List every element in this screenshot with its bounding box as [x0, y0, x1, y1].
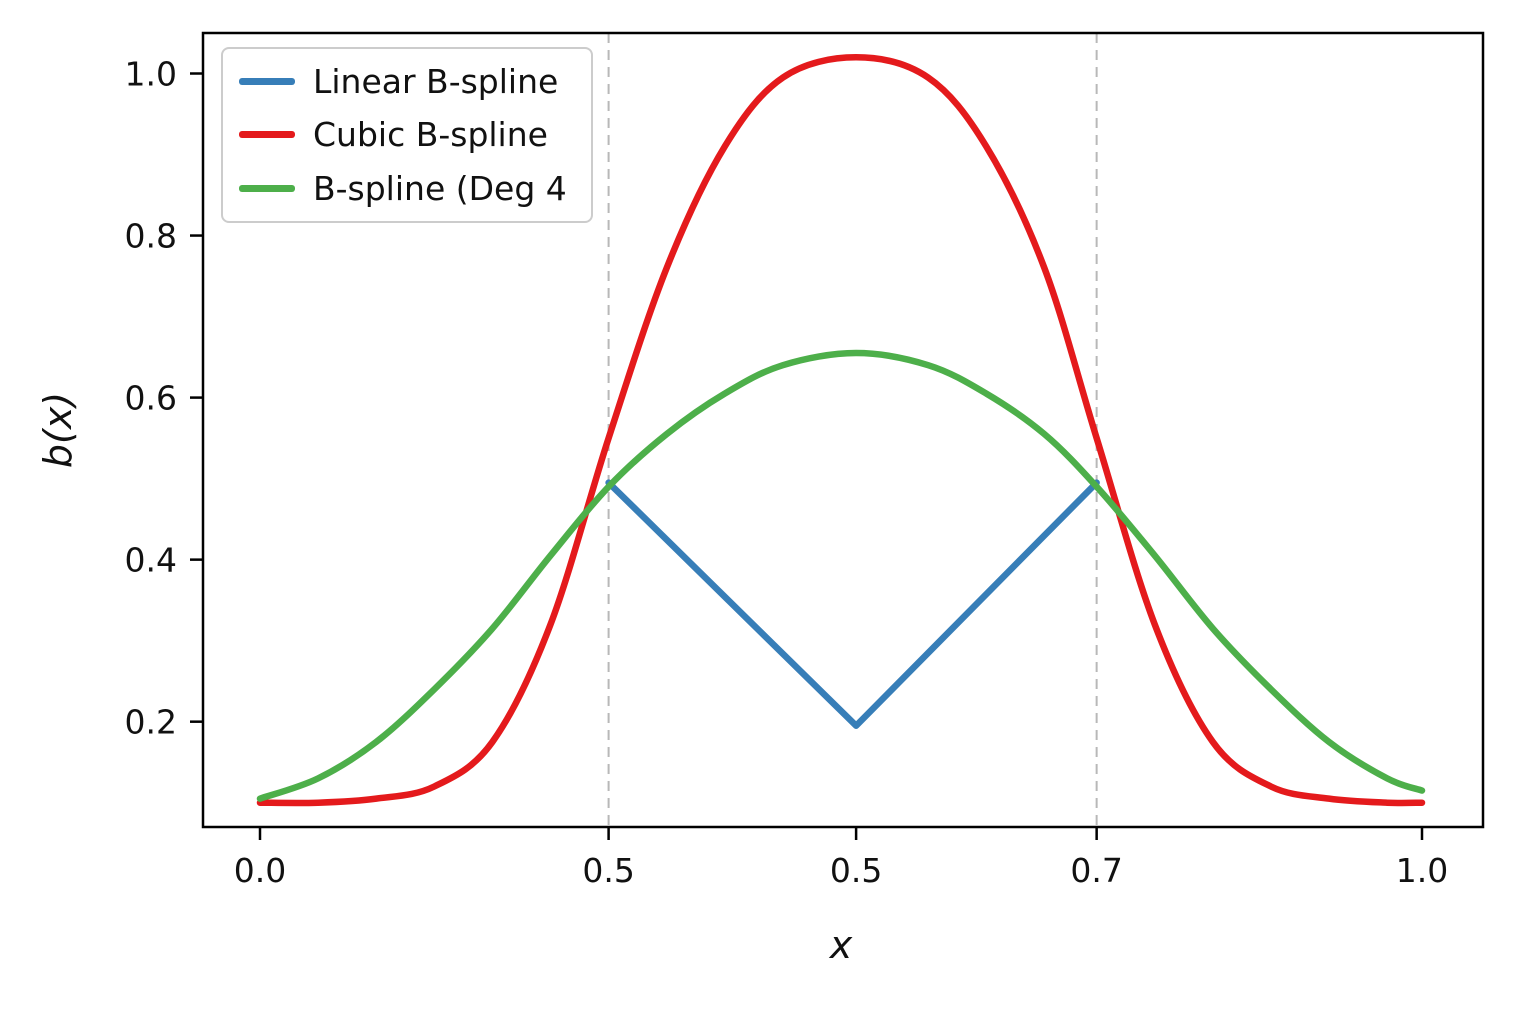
y-tick-label: 0.2 [124, 702, 177, 742]
x-axis-label: x [829, 923, 853, 967]
legend-label: B-spline (Deg 4 [313, 168, 567, 208]
legend-line-swatch [239, 184, 295, 192]
x-tick-label: 0.0 [233, 851, 287, 890]
legend-item: Cubic B-spline [239, 114, 567, 155]
y-tick-label: 0.8 [124, 216, 177, 256]
y-tick-label: 0.6 [124, 378, 177, 418]
y-tick-label: 0.4 [124, 540, 177, 580]
series-line-0 [605, 479, 1100, 729]
axes-border [201, 31, 1485, 829]
legend-label: Linear B-spline [313, 62, 559, 101]
x-tick-label: 0.5 [582, 851, 635, 890]
series-line-2 [256, 349, 1426, 802]
legend-item: B-spline (Deg 4 [239, 168, 567, 209]
y-axis-label: b(x) [36, 391, 80, 469]
legend-item: Linear B-spline [239, 61, 567, 102]
series-line-1 [256, 54, 1426, 807]
x-tick-label: 1.0 [1395, 851, 1449, 890]
x-tick-label: 0.5 [829, 851, 883, 890]
legend-label: Cubic B-spline [313, 115, 548, 155]
x-tick-label: 0.7 [1070, 851, 1123, 890]
legend: Linear B-spline Cubic B-spline B-spline … [221, 47, 593, 223]
legend-line-swatch [239, 78, 295, 86]
legend-line-swatch [239, 131, 295, 139]
y-tick-label: 1.0 [124, 54, 177, 93]
